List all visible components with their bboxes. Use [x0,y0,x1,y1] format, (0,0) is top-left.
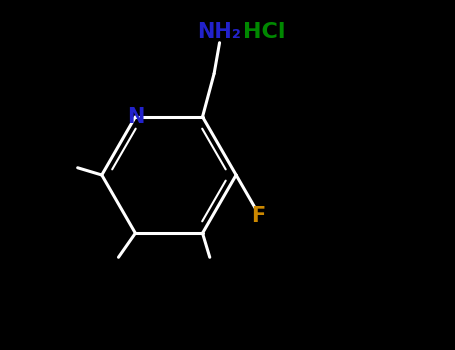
Text: F: F [251,206,266,226]
Text: HCl: HCl [243,22,286,42]
Text: NH₂: NH₂ [197,22,242,42]
Text: N: N [126,107,144,127]
